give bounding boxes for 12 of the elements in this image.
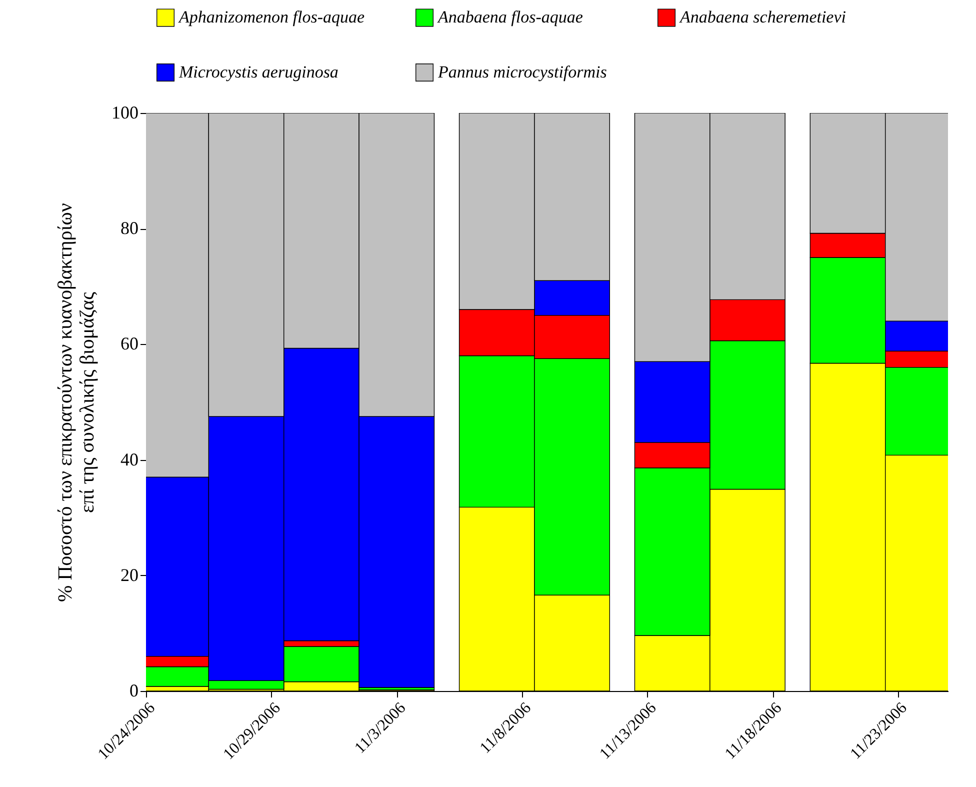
y-axis-title: % Ποσοστό των επικρατούντων κυανοβακτηρίων επί της συνολικής βιομάζας bbox=[54, 203, 98, 602]
y-tick-label: 100 bbox=[112, 102, 138, 122]
legend-label: Pannus microcystiformis bbox=[437, 62, 608, 82]
legend-label: Anabaena flos-aquae bbox=[437, 8, 584, 27]
y-tick-label: 0 bbox=[130, 680, 138, 700]
y-tick-label: 60 bbox=[120, 334, 138, 354]
legend-label: Anabaena scheremetievi bbox=[679, 8, 846, 27]
legend-label: Aphanizomenon flos-aquae bbox=[178, 8, 366, 27]
y-tick-label: 20 bbox=[120, 564, 138, 585]
y-tick-label: 80 bbox=[120, 218, 138, 238]
y-tick-label: 40 bbox=[120, 449, 138, 470]
legend-label: Microcystis aeruginosa bbox=[178, 62, 338, 82]
